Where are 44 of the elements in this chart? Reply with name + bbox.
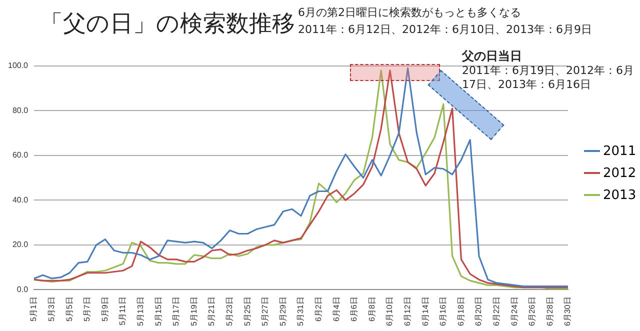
x-tick-label: 5月3日 — [47, 296, 56, 322]
x-tick-label: 5月15日 — [154, 296, 163, 326]
x-tick-label: 5月27日 — [260, 296, 270, 326]
x-tick-label: 5月1日 — [29, 296, 38, 322]
x-tick-label: 5月7日 — [82, 296, 92, 322]
x-tick-label: 6月30日 — [563, 296, 572, 326]
x-tick-label: 5月11日 — [118, 296, 128, 326]
annotation: 2011年：6月19日、2012年：6月17日、2013年：6月16日 — [462, 64, 635, 92]
x-tick-label: 6月6日 — [350, 296, 359, 322]
x-tick-label: 6月22日 — [492, 296, 502, 326]
x-tick-label: 5月29日 — [278, 296, 288, 326]
x-tick-label: 6月18日 — [456, 296, 466, 326]
x-tick-label: 5月13日 — [136, 296, 146, 326]
y-tick-label: 60.0 — [12, 150, 29, 160]
x-tick-label: 6月2日 — [314, 296, 324, 322]
x-tick-label: 6月10日 — [385, 296, 394, 326]
text: 6月の第2日曜日に検索数がもっとも多くなる 2011年：6月12日、2012年：6月10日、2013年：6月9日 — [298, 5, 592, 38]
x-tick-label: 6月4日 — [332, 296, 341, 322]
x-tick-label: 5月17日 — [172, 296, 181, 326]
y-tick-label: 40.0 — [12, 195, 29, 204]
x-tick-label: 5月31日 — [296, 296, 306, 326]
x-tick-label: 6月28日 — [545, 296, 554, 326]
x-tick-label: 5月19日 — [189, 296, 198, 326]
x-tick-label: 6月8日 — [367, 296, 376, 322]
y-tick-label: 80.0 — [12, 106, 29, 115]
x-tick-label: 5月5日 — [64, 296, 74, 322]
x-tick-label: 6月26日 — [528, 296, 537, 326]
y-tick-label: 100.0 — [8, 61, 29, 70]
x-tick-label: 6月16日 — [438, 296, 448, 326]
x-tick-label: 5月23日 — [225, 296, 234, 326]
x-tick-label: 6月14日 — [420, 296, 430, 326]
x-tick-label: 5月21日 — [207, 296, 216, 326]
x-tick-label: 5月25日 — [242, 296, 252, 326]
x-tick-label: 6月24日 — [510, 296, 519, 326]
chart-title: 「父の日」の検索数推移 — [40, 10, 295, 39]
legend-label: 2012 — [602, 164, 636, 182]
y-tick-label: 0.0 — [16, 284, 29, 294]
legend-label: 2013 — [602, 186, 636, 204]
x-tick-label: 6月20日 — [474, 296, 484, 326]
y-tick-label: 20.0 — [12, 240, 29, 250]
legend-label: 2011 — [602, 142, 636, 160]
x-tick-label: 5月9日 — [100, 296, 110, 322]
x-tick-label: 6月12日 — [403, 296, 412, 326]
text: 父の日当日 — [462, 48, 522, 65]
